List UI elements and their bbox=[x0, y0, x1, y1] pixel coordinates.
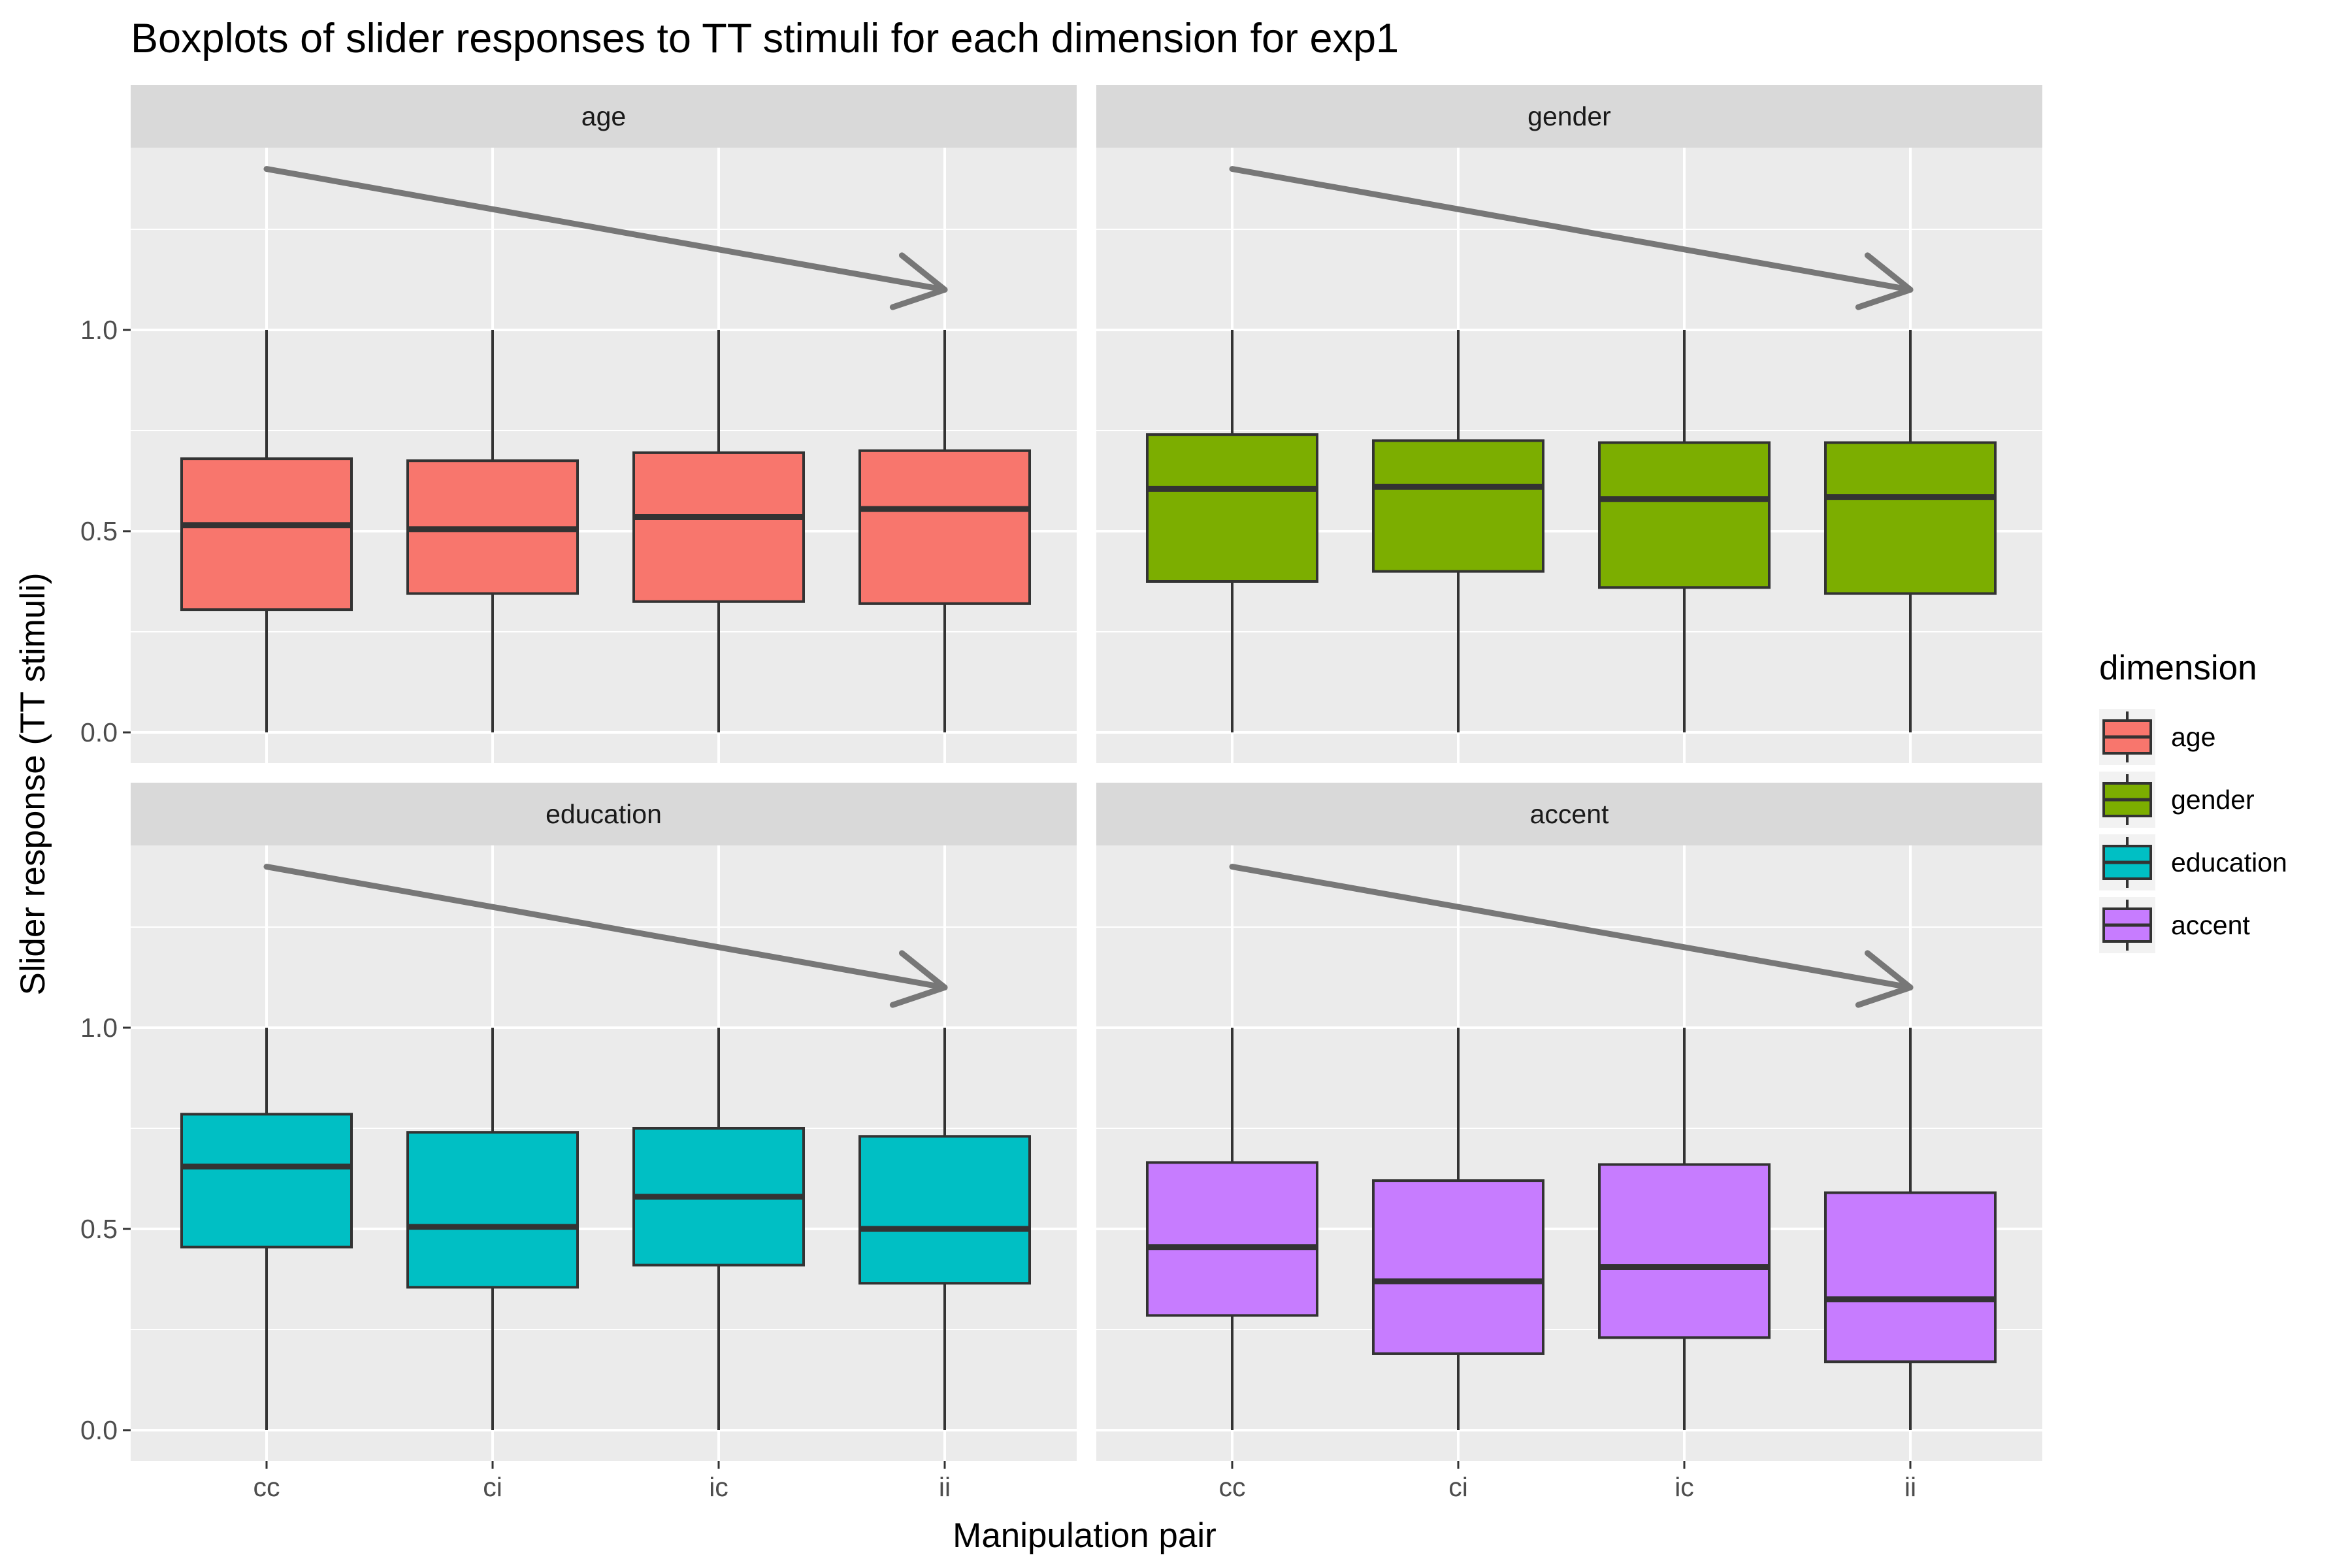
facet-strip bbox=[1096, 85, 2042, 148]
y-axis-title: Slider response (TT stimuli) bbox=[14, 573, 52, 996]
legend-item-age: age bbox=[2099, 709, 2215, 765]
arrow-shaft bbox=[263, 166, 948, 293]
box-body bbox=[1598, 1163, 1771, 1339]
arrow-head bbox=[889, 252, 948, 310]
box-body bbox=[1372, 439, 1544, 573]
box-body bbox=[1372, 1179, 1544, 1355]
facet-strip bbox=[131, 85, 1077, 148]
facet-strip bbox=[131, 783, 1077, 845]
box-accent-ci bbox=[1372, 1028, 1544, 1430]
box-age-ic bbox=[632, 330, 805, 732]
box-body bbox=[180, 1113, 353, 1249]
trend-arrow bbox=[263, 166, 948, 310]
x-tick-label: ci bbox=[1448, 1472, 1468, 1502]
box-body bbox=[1146, 433, 1318, 583]
facet-education: education 0.0 0.5 1.0 cc ci ic ii bbox=[80, 783, 1077, 1502]
box-accent-ii bbox=[1824, 1028, 1997, 1430]
box-body bbox=[180, 457, 353, 612]
box-age-ci bbox=[406, 330, 579, 732]
trend-arrow bbox=[1229, 864, 1914, 1008]
box-gender-cc bbox=[1146, 330, 1318, 732]
box-body bbox=[1598, 441, 1771, 589]
box-body bbox=[632, 451, 805, 603]
legend-item-gender: gender bbox=[2099, 772, 2255, 828]
box-age-ii bbox=[858, 330, 1031, 732]
box-accent-ic bbox=[1598, 1028, 1771, 1430]
y-tick-label: 0.5 bbox=[80, 1214, 118, 1244]
facet-strip-label: gender bbox=[1527, 101, 1611, 131]
legend-label: age bbox=[2171, 722, 2215, 752]
box-body bbox=[1824, 441, 1997, 595]
y-tick-label: 1.0 bbox=[80, 315, 118, 345]
chart-title: Boxplots of slider responses to TT stimu… bbox=[131, 16, 1399, 61]
trend-arrow bbox=[263, 864, 948, 1008]
y-tick-label: 0.5 bbox=[80, 516, 118, 546]
box-body bbox=[1146, 1161, 1318, 1317]
x-tick-label: cc bbox=[1219, 1472, 1246, 1502]
arrow-shaft bbox=[1229, 864, 1914, 990]
facet-strip-label: age bbox=[581, 101, 626, 131]
legend-item-accent: accent bbox=[2099, 897, 2250, 953]
box-gender-ii bbox=[1824, 330, 1997, 732]
legend-label: education bbox=[2171, 847, 2287, 877]
arrow-head bbox=[889, 950, 948, 1008]
box-age-cc bbox=[180, 330, 353, 732]
x-tick-label: ci bbox=[483, 1472, 502, 1502]
facet-age: age 0.0 0.5 1.0 bbox=[80, 85, 1077, 763]
legend-title: dimension bbox=[2099, 649, 2257, 687]
legend-items: age gender education accent bbox=[2099, 709, 2287, 953]
facet-grid: age 0.0 0.5 1.0 gender education 0.0 0.5 1.0 cc ci… bbox=[80, 85, 2042, 1502]
facet-accent: accent cc ci ic ii bbox=[1096, 783, 2042, 1502]
arrow-head bbox=[1855, 252, 1914, 310]
box-education-ci bbox=[406, 1028, 579, 1430]
box-body bbox=[858, 1135, 1031, 1285]
facet-strip-label: education bbox=[546, 799, 662, 829]
legend-label: accent bbox=[2171, 910, 2250, 940]
y-tick-label: 1.0 bbox=[80, 1013, 118, 1043]
box-body bbox=[406, 1131, 579, 1289]
box-gender-ci bbox=[1372, 330, 1544, 732]
x-tick-label: ii bbox=[939, 1472, 951, 1502]
facet-strip bbox=[1096, 783, 2042, 845]
y-tick-label: 0.0 bbox=[80, 1415, 118, 1445]
box-body bbox=[858, 449, 1031, 605]
legend-item-education: education bbox=[2099, 834, 2287, 890]
facet-gender: gender bbox=[1096, 85, 2042, 763]
arrow-shaft bbox=[263, 864, 948, 990]
x-tick-label: ii bbox=[1904, 1472, 1916, 1502]
facet-strip-label: accent bbox=[1530, 799, 1609, 829]
arrow-head bbox=[1855, 950, 1914, 1008]
box-gender-ic bbox=[1598, 330, 1771, 732]
box-body bbox=[1824, 1191, 1997, 1364]
x-tick-label: ic bbox=[1674, 1472, 1694, 1502]
panel-background bbox=[1096, 845, 2042, 1461]
x-axis-title: Manipulation pair bbox=[953, 1516, 1217, 1555]
arrow-shaft bbox=[1229, 166, 1914, 293]
box-education-ic bbox=[632, 1028, 805, 1430]
box-education-cc bbox=[180, 1028, 353, 1430]
y-tick-label: 0.0 bbox=[80, 717, 118, 747]
x-tick-label: cc bbox=[253, 1472, 280, 1502]
trend-arrow bbox=[1229, 166, 1914, 310]
box-accent-cc bbox=[1146, 1028, 1318, 1430]
legend-label: gender bbox=[2171, 785, 2255, 815]
x-tick-label: ic bbox=[709, 1472, 728, 1502]
box-education-ii bbox=[858, 1028, 1031, 1430]
legend: dimension age gender education accent bbox=[2099, 649, 2287, 953]
